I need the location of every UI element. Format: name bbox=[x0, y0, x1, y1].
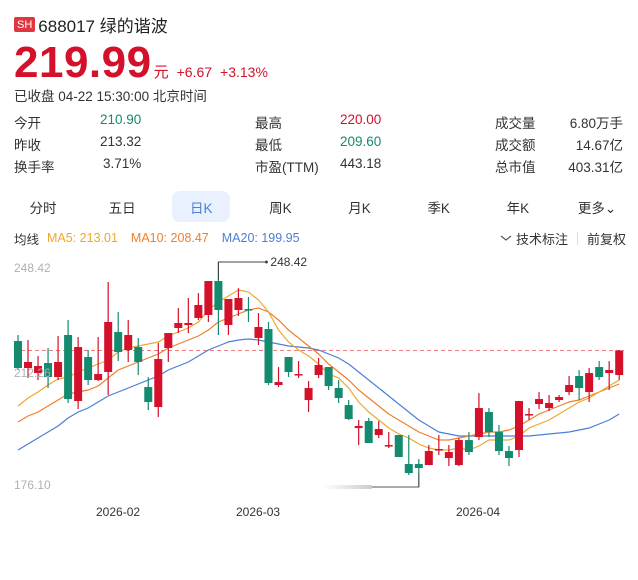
x-axis-label-apr: 2026-04 bbox=[456, 505, 501, 519]
stat-value: 443.18 bbox=[340, 156, 382, 171]
x-axis-label-mar: 2026-03 bbox=[236, 505, 281, 519]
chart-options: 技术标注 前复权 bbox=[500, 229, 626, 248]
y-axis-label-bottom: 176.10 bbox=[14, 478, 51, 492]
tab-quarterly-k[interactable]: 季K bbox=[427, 200, 450, 216]
svg-text:248.42: 248.42 bbox=[270, 255, 307, 269]
tab-five-day[interactable]: 五日 bbox=[108, 200, 136, 216]
tab-more[interactable]: 更多⌄ bbox=[577, 200, 617, 216]
tab-intraday[interactable]: 分时 bbox=[29, 200, 57, 216]
stat-value: 209.60 bbox=[340, 134, 382, 149]
stats-row-1: 今开 210.90 最高 220.00 成交量 6.80万手 bbox=[14, 112, 624, 134]
stat-label: 最低 bbox=[255, 138, 282, 153]
ma-label: 均线 bbox=[14, 232, 40, 247]
stock-code-name[interactable]: 688017 绿的谐波 bbox=[38, 17, 168, 36]
y-axis-label-top: 248.42 bbox=[14, 261, 51, 275]
tab-daily-k[interactable]: 日K bbox=[172, 191, 231, 222]
stat-value: 3.71% bbox=[103, 156, 142, 171]
quote-stats: 今开 210.90 最高 220.00 成交量 6.80万手 昨收 213.32… bbox=[14, 112, 624, 178]
stat-label: 总市值 bbox=[495, 160, 536, 175]
tab-yearly-k[interactable]: 年K bbox=[506, 200, 530, 216]
period-tabs: 分时 五日 日K 周K 月K 季K 年K 更多⌄ bbox=[14, 191, 626, 222]
stat-label: 市盈(TTM) bbox=[255, 160, 319, 175]
stat-value: 14.67亿 bbox=[575, 138, 623, 153]
stats-row-2: 昨收 213.32 最低 209.60 成交额 14.67亿 bbox=[14, 134, 624, 156]
stat-value: 213.32 bbox=[100, 134, 142, 149]
stat-value: 403.31亿 bbox=[568, 160, 623, 175]
market-status: 已收盘 04-22 15:30:00 北京时间 bbox=[14, 89, 207, 104]
chevron-down-icon bbox=[500, 235, 512, 241]
candlestick-chart[interactable]: 248.42 bbox=[0, 250, 638, 530]
y-axis-label-mid: 212.26 bbox=[14, 366, 51, 380]
tab-weekly-k[interactable]: 周K bbox=[269, 200, 292, 216]
tech-mark-label: 技术标注 bbox=[515, 231, 568, 247]
stat-value: 6.80万手 bbox=[569, 116, 623, 131]
price-change: +6.67 bbox=[176, 64, 213, 80]
stat-label: 换手率 bbox=[14, 160, 55, 175]
divider bbox=[576, 231, 578, 245]
stat-label: 昨收 bbox=[14, 138, 41, 153]
stat-label: 最高 bbox=[255, 116, 282, 131]
current-price: 219.99 bbox=[14, 38, 152, 87]
adjust-button[interactable]: 前复权 bbox=[586, 231, 626, 247]
stats-row-3: 换手率 3.71% 市盈(TTM) 443.18 总市值 403.31亿 bbox=[14, 156, 624, 178]
stat-value: 220.00 bbox=[340, 112, 382, 127]
price-row: 219.99 元 +6.67 +3.13% bbox=[14, 40, 268, 86]
ma10-value: MA10: 208.47 bbox=[130, 231, 209, 245]
stat-label: 成交额 bbox=[495, 138, 536, 153]
exchange-badge: SH bbox=[14, 17, 36, 32]
tech-mark-button[interactable]: 技术标注 bbox=[500, 229, 568, 248]
price-unit: 元 bbox=[153, 64, 169, 81]
ma5-value: MA5: 213.01 bbox=[47, 231, 118, 245]
stat-label: 成交量 bbox=[495, 116, 536, 131]
x-axis-label-feb: 2026-02 bbox=[96, 505, 141, 519]
stat-value: 210.90 bbox=[100, 112, 142, 127]
ma-legend: 均线 MA5: 213.01 MA10: 208.47 MA20: 199.95… bbox=[14, 229, 626, 247]
ma20-value: MA20: 199.95 bbox=[221, 231, 300, 245]
price-change-pct: +3.13% bbox=[220, 64, 268, 80]
stock-title: SH 688017 绿的谐波 bbox=[14, 12, 168, 37]
stat-label: 今开 bbox=[14, 116, 41, 131]
tab-monthly-k[interactable]: 月K bbox=[348, 200, 371, 216]
